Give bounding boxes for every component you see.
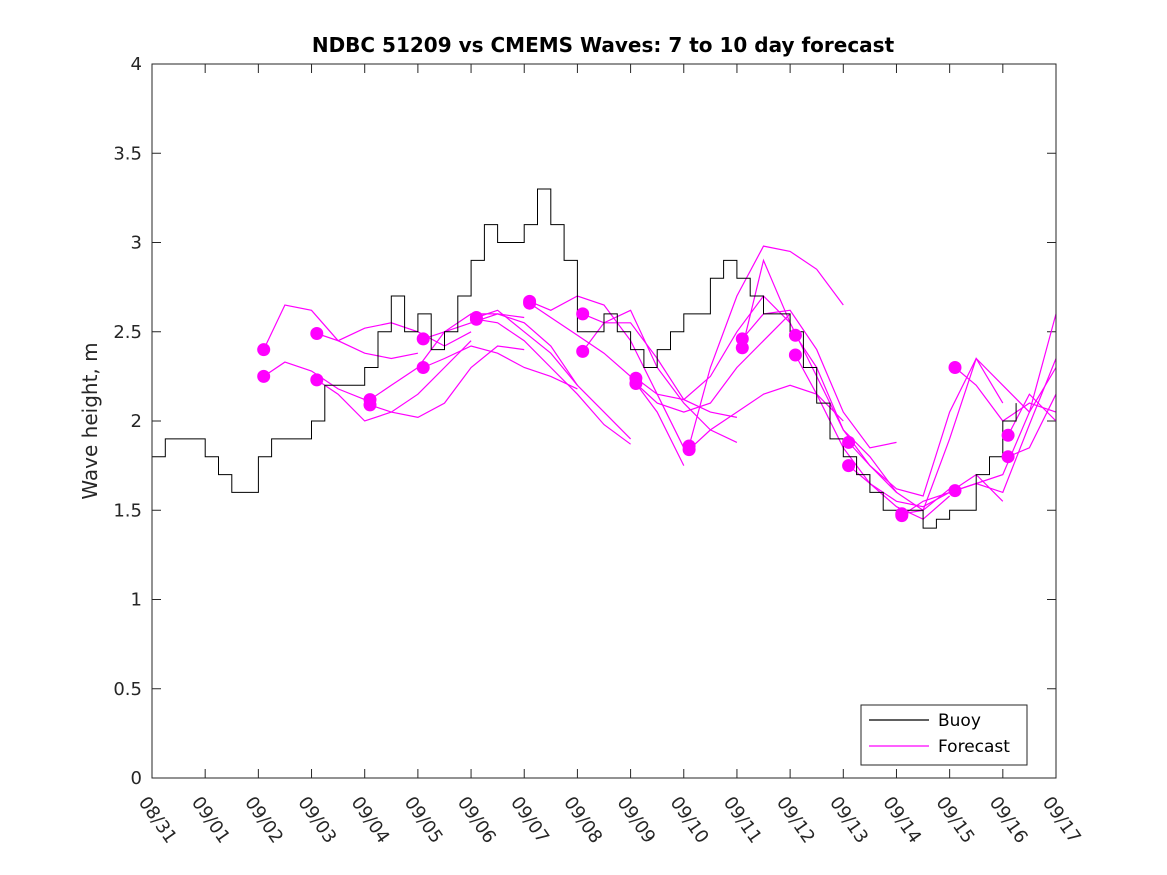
forecast-line xyxy=(476,318,631,445)
x-tick-label: 09/16 xyxy=(985,793,1032,848)
x-tick-label: 09/15 xyxy=(932,793,979,848)
y-tick-label: 1 xyxy=(131,590,142,611)
legend: Buoy Forecast xyxy=(860,704,1028,766)
chart-title: NDBC 51209 vs CMEMS Waves: 7 to 10 day f… xyxy=(312,33,895,57)
forecast-markers xyxy=(257,294,1015,523)
x-tick-label: 09/17 xyxy=(1038,793,1085,848)
x-tick-label: 09/07 xyxy=(506,793,553,848)
forecast-start-marker xyxy=(310,327,324,340)
x-tick-label: 09/03 xyxy=(293,793,340,848)
forecast-start-marker xyxy=(576,344,590,358)
forecast-start-marker xyxy=(895,509,909,523)
forecast-line xyxy=(635,313,791,413)
forecast-start-marker xyxy=(1001,450,1015,464)
forecast-start-marker xyxy=(629,377,643,390)
forecast-start-marker xyxy=(257,369,271,383)
forecast-start-marker xyxy=(416,332,430,346)
forecast-line xyxy=(476,309,632,440)
x-tick-label: 09/05 xyxy=(400,793,447,848)
forecast-start-marker xyxy=(948,361,962,374)
forecast-start-marker xyxy=(735,332,749,346)
x-tick-label: 09/12 xyxy=(772,793,819,848)
x-tick-label: 09/14 xyxy=(878,793,925,848)
y-tick-label: 2 xyxy=(131,411,142,432)
y-tick-labels: 0 0.5 1 1.5 2 2.5 3 3.5 4 xyxy=(113,54,142,789)
forecast-start-marker xyxy=(363,398,377,412)
buoy-line xyxy=(152,188,1017,529)
y-tick-label: 0.5 xyxy=(113,679,142,700)
forecast-line xyxy=(369,345,525,419)
x-tick-labels: 08/31 09/01 09/02 09/03 09/04 09/05 09/06 09/07… xyxy=(134,793,1085,848)
forecast-start-marker xyxy=(735,341,749,355)
x-tick-label: 09/06 xyxy=(453,793,500,848)
forecast-start-marker xyxy=(682,443,696,457)
x-tick-label: 09/01 xyxy=(187,793,234,848)
x-tick-label: 09/02 xyxy=(240,793,287,848)
forecast-start-marker xyxy=(788,328,802,342)
x-tick-label: 09/10 xyxy=(666,793,713,848)
forecast-start-marker xyxy=(948,484,962,498)
legend-forecast-label: Forecast xyxy=(938,737,1010,757)
buoy-line-group xyxy=(152,188,1017,529)
forecast-line xyxy=(688,245,844,447)
forecast-start-marker xyxy=(469,312,483,326)
forecast-start-marker xyxy=(1001,428,1015,442)
y-tick-label: 0 xyxy=(131,768,142,789)
legend-buoy-label: Buoy xyxy=(938,711,981,731)
x-tick-label: 09/13 xyxy=(825,793,872,848)
forecast-line xyxy=(422,345,578,390)
y-tick-label: 3 xyxy=(131,233,142,254)
forecast-line xyxy=(263,361,365,401)
y-axis-label: Wave height, m xyxy=(78,342,102,499)
forecast-start-marker xyxy=(842,459,856,473)
x-tick-label: 09/09 xyxy=(612,793,659,848)
forecast-start-marker xyxy=(523,296,537,310)
x-tick-label: 09/04 xyxy=(347,793,394,848)
y-tick-label: 1.5 xyxy=(113,500,142,521)
forecast-start-marker xyxy=(310,373,324,387)
y-tick-label: 2.5 xyxy=(113,322,142,343)
forecast-line xyxy=(1007,393,1057,458)
x-tick-label: 09/08 xyxy=(559,793,606,848)
plot-area xyxy=(152,64,1056,778)
forecast-line xyxy=(529,302,685,466)
x-tick-label: 09/11 xyxy=(719,793,766,848)
y-tick-label: 4 xyxy=(131,54,142,75)
x-tick-label: 08/31 xyxy=(134,793,181,848)
legend-box xyxy=(860,704,1028,766)
forecast-start-marker xyxy=(416,361,430,374)
forecast-start-marker xyxy=(576,307,590,321)
axes-box xyxy=(151,63,1057,779)
forecast-start-marker xyxy=(842,435,856,449)
forecast-start-marker xyxy=(788,348,802,362)
forecast-start-marker xyxy=(257,343,271,357)
y-tick-label: 3.5 xyxy=(113,143,142,164)
